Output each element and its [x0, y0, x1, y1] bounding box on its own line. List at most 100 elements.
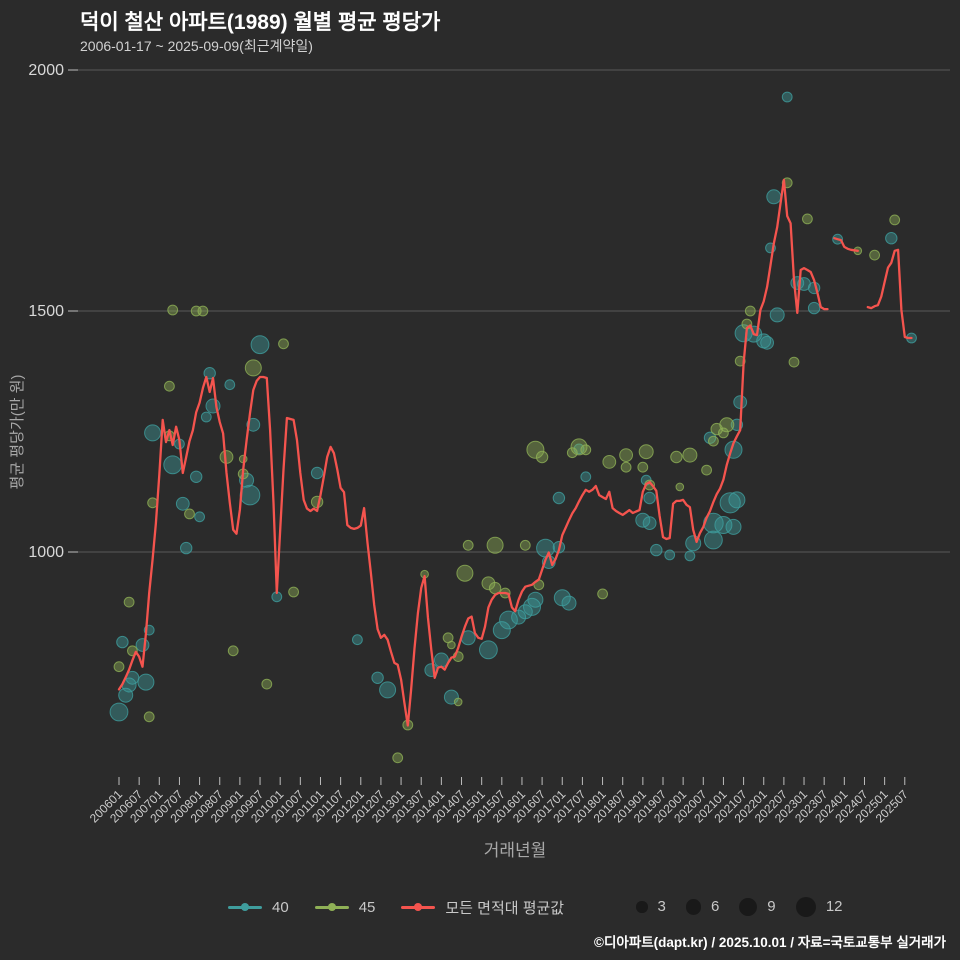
scatter-point-40	[137, 673, 155, 691]
legend-marker-icon	[401, 903, 436, 911]
scatter-point-40	[635, 512, 651, 528]
scatter-point-45	[620, 461, 632, 473]
scatter-point-40	[684, 550, 696, 562]
scatter-point-40	[224, 379, 236, 391]
scatter-point-45	[197, 305, 209, 317]
scatter-point-45	[566, 447, 578, 459]
size-legend-item: 12	[795, 896, 843, 918]
scatter-point-40	[552, 491, 566, 505]
scatter-point-45	[261, 678, 273, 690]
page-title: 덕이 철산 아파트(1989) 월별 평균 평당가	[80, 11, 441, 34]
legend-label: 모든 면적대 평균값	[445, 899, 565, 917]
scatter-point-40	[239, 484, 261, 506]
scatter-point-40	[200, 411, 212, 423]
scatter-point-45	[123, 596, 135, 608]
scatter-point-45	[526, 440, 545, 459]
scatter-point-45	[167, 304, 179, 316]
scatter-point-45	[288, 586, 300, 598]
legend-marker-icon	[228, 903, 262, 911]
scatter-point-45	[535, 450, 549, 464]
legend-item-avg-line[interactable]: 모든 면적대 평균값	[401, 897, 564, 918]
scatter-point-40	[144, 424, 162, 442]
scatter-point-45	[447, 640, 456, 650]
scatter-point-40	[664, 549, 676, 561]
size-legend-item: 6	[685, 898, 719, 915]
scatter-point-45	[486, 536, 504, 554]
legend-item-45[interactable]: 45	[314, 899, 375, 916]
series-legend: 40 45 모든 면적대 평균값	[228, 897, 590, 918]
scatter-point-45	[675, 482, 685, 492]
scatter-point-40	[769, 307, 785, 323]
scatter-point-40	[190, 470, 203, 483]
scatter-point-45	[788, 356, 800, 368]
scatter-point-45	[744, 305, 756, 317]
scatter-point-40	[725, 518, 742, 535]
scatter-point-40	[781, 91, 793, 103]
scatter-point-40	[163, 455, 183, 475]
scatter-point-45	[602, 455, 617, 469]
footer-credit: ©디아파트(dapt.kr) / 2025.10.01 / 자료=국토교통부 실…	[594, 935, 946, 950]
avg-line-segment	[117, 178, 829, 727]
avg-line-segment	[833, 237, 859, 252]
scatter-point-45	[184, 508, 195, 520]
scatter-point-45	[719, 417, 735, 433]
page-subtitle: 2006-01-17 ~ 2025-09-09(최근계약일)	[80, 38, 313, 54]
legend-item-40[interactable]: 40	[228, 899, 289, 916]
scatter-point-45	[701, 464, 712, 476]
scatter-point-45	[519, 539, 531, 551]
scatter-point-45	[580, 444, 592, 456]
scatter-point-40	[760, 335, 774, 350]
scatter-point-45	[392, 752, 404, 764]
scatter-point-45	[227, 645, 239, 657]
legend-label: 40	[272, 898, 289, 916]
scatter-point-40	[109, 702, 129, 722]
x-axis-title: 거래년월	[484, 841, 547, 860]
scatter-point-45	[638, 444, 654, 460]
scatter-point-45	[462, 539, 474, 551]
legend-dot-icon	[414, 903, 423, 911]
size-legend-item: 3	[636, 898, 666, 915]
size-label: 12	[825, 898, 843, 916]
scatter-point-40	[643, 491, 656, 505]
scatter-point-45	[682, 447, 698, 463]
legend-marker-icon	[314, 903, 349, 911]
scatter-point-45	[113, 661, 125, 673]
scatter-point-40	[492, 621, 511, 640]
scatter-point-40	[527, 591, 544, 608]
scatter-point-40	[536, 538, 555, 558]
scatter-point-40	[885, 232, 898, 245]
scatter-point-45	[456, 564, 474, 582]
scatter-point-40	[250, 335, 270, 355]
scatter-point-40	[642, 516, 657, 530]
scatter-point-40	[379, 681, 397, 699]
scatter-point-45	[244, 359, 262, 377]
scatter-point-40	[766, 189, 782, 205]
scatter-point-40	[650, 543, 663, 557]
scatter-point-40	[135, 638, 150, 652]
scatter-point-45	[481, 576, 496, 591]
size-label: 3	[657, 898, 666, 916]
scatter-point-40	[352, 634, 363, 646]
scatter-point-40	[561, 595, 577, 611]
scatter-point-40	[733, 395, 748, 410]
scatter-point-40	[728, 491, 746, 509]
scatter-point-45	[570, 438, 588, 456]
size-legend-item: 9	[739, 898, 776, 916]
legend-dot-icon	[241, 903, 249, 911]
scatter-point-40	[180, 541, 193, 555]
scatter-point-45	[869, 249, 880, 261]
y-tick-label: 1000	[28, 544, 64, 561]
scatter-point-45	[164, 380, 175, 392]
scatter-point-40	[714, 516, 733, 534]
y-axis-title: 평균 평당가(만 원)	[9, 375, 26, 490]
scatter-point-40	[499, 610, 518, 630]
scatter-point-45	[889, 214, 901, 226]
scatter-point-40	[479, 640, 498, 660]
scatter-point-45	[597, 588, 608, 600]
scatter-point-45	[670, 450, 683, 464]
size-circle-icon	[739, 898, 758, 916]
legend-dot-icon	[327, 903, 336, 911]
bubble-size-legend: 3 6 9 12	[636, 896, 862, 918]
avg-line-segment	[866, 248, 913, 340]
